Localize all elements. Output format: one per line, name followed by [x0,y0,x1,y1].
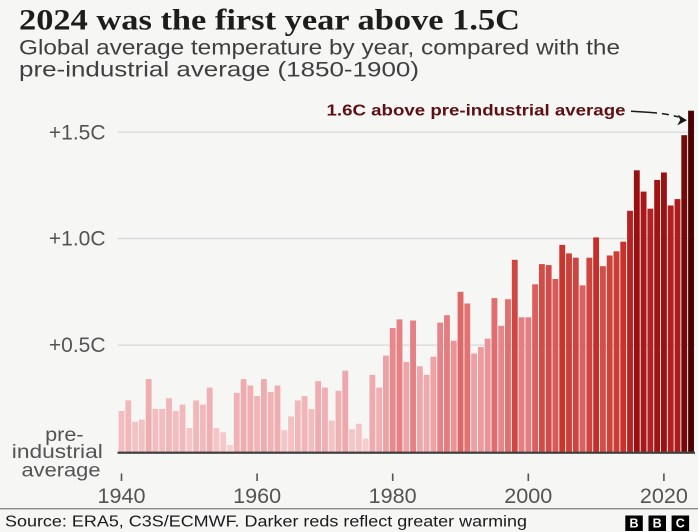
svg-text:+1.5C: +1.5C [49,121,106,144]
svg-text:1.6C above pre-industrial aver: 1.6C above pre-industrial average [327,103,626,120]
svg-text:1940: 1940 [98,485,146,508]
svg-text:+0.5C: +0.5C [49,334,106,357]
svg-text:B: B [653,517,662,531]
svg-text:B: B [629,517,638,531]
svg-text:average: average [22,460,101,481]
svg-text:industrial: industrial [12,442,103,463]
svg-text:2024 was the first year above: 2024 was the first year above 1.5C [19,5,520,37]
svg-text:+1.0C: +1.0C [49,227,106,250]
svg-text:2000: 2000 [504,485,552,508]
svg-text:Source: ERA5, C3S/ECMWF. Darke: Source: ERA5, C3S/ECMWF. Darker reds ref… [5,514,527,531]
svg-text:C: C [676,517,685,531]
svg-text:pre-industrial average (1850-1: pre-industrial average (1850-1900) [19,59,419,82]
svg-text:pre-: pre- [45,425,84,446]
svg-text:Global average temperature by: Global average temperature by year, comp… [19,37,620,60]
svg-text:1980: 1980 [369,485,417,508]
svg-text:1960: 1960 [233,485,281,508]
svg-text:2020: 2020 [640,485,688,508]
